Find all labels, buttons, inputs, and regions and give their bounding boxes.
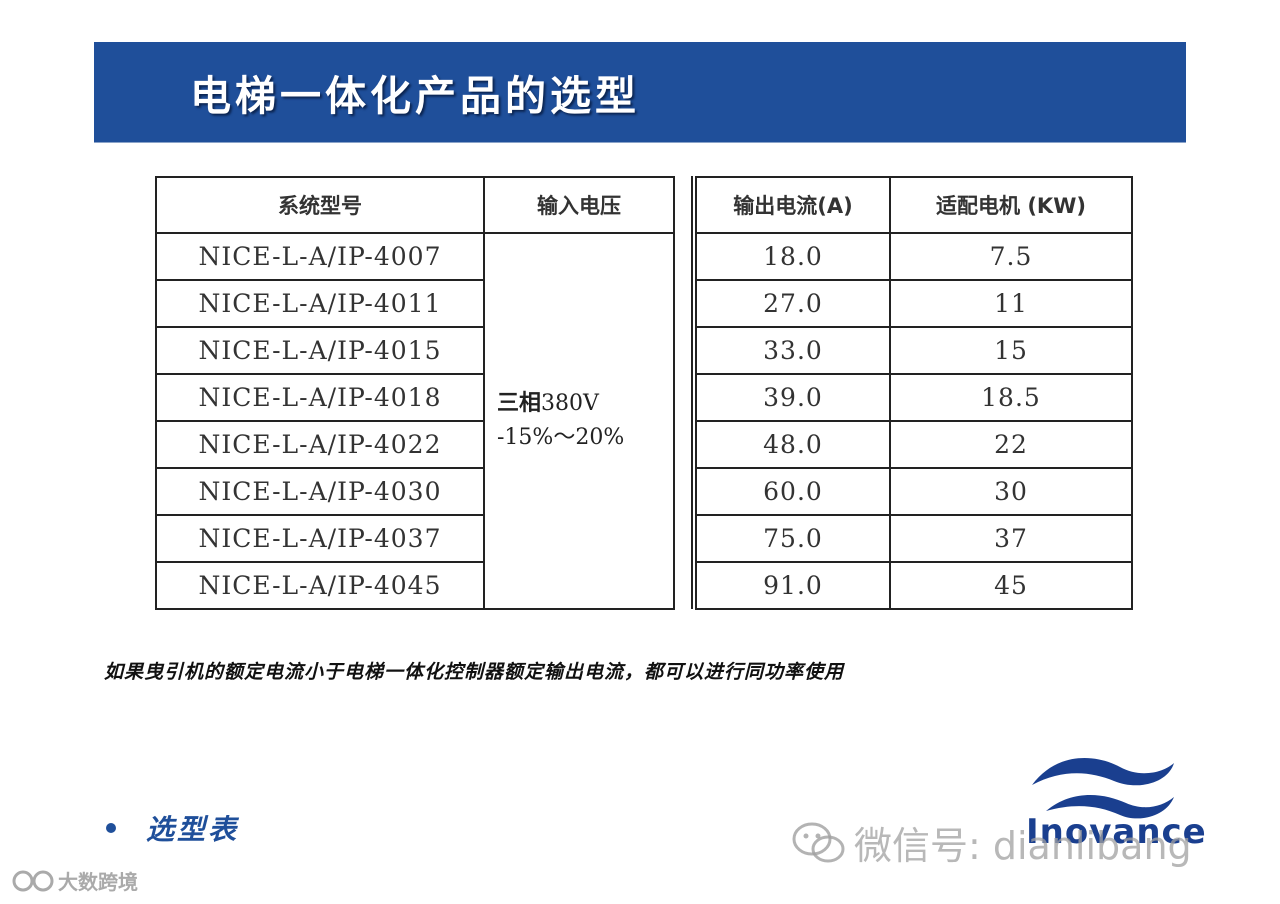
watermark-text: 微信号: dianlibang <box>854 824 1192 868</box>
page-title: 电梯一体化产品的选型 <box>190 72 640 120</box>
model-cell: NICE-L-A/IP-4022 <box>155 420 485 469</box>
model-cell: NICE-L-A/IP-4007 <box>155 232 485 281</box>
voltage-tolerance: -15%～20% <box>497 425 625 450</box>
input-voltage-cell: 三相380V -15%～20% <box>483 232 675 610</box>
wave-logo-icon <box>1032 758 1174 819</box>
bullet-item: 选型表 <box>106 808 239 848</box>
motor-cell: 18.5 <box>889 373 1133 422</box>
model-cell: NICE-L-A/IP-4037 <box>155 514 485 563</box>
model-cell: NICE-L-A/IP-4045 <box>155 561 485 610</box>
motor-cell: 22 <box>889 420 1133 469</box>
motor-cell: 15 <box>889 326 1133 375</box>
model-cell: NICE-L-A/IP-4011 <box>155 279 485 328</box>
corner-watermark: 大数跨境 <box>12 866 138 895</box>
current-cell: 18.0 <box>695 232 891 281</box>
current-cell: 48.0 <box>695 420 891 469</box>
current-cell: 33.0 <box>695 326 891 375</box>
motor-cell: 11 <box>889 279 1133 328</box>
selection-table-right: 输出电流(A) 适配电机 (KW) 18.0 7.5 27.0 11 33.0 15 … <box>695 176 1133 610</box>
bullet-text: 选型表 <box>146 813 240 846</box>
motor-cell: 45 <box>889 561 1133 610</box>
usage-note: 如果曳引机的额定电流小于电梯一体化控制器额定输出电流，都可以进行同功率使用 <box>104 661 845 683</box>
model-cell: NICE-L-A/IP-4015 <box>155 326 485 375</box>
motor-cell: 7.5 <box>889 232 1133 281</box>
selection-table-left: 系统型号 输入电压 NICE-L-A/IP-4007 三相380V -15%～2… <box>155 176 675 610</box>
motor-cell: 30 <box>889 467 1133 516</box>
brand-mark-icon <box>12 870 54 891</box>
current-cell: 27.0 <box>695 279 891 328</box>
corner-text: 大数跨境 <box>58 870 138 894</box>
voltage-line1: 三相380V <box>497 387 673 421</box>
header-output-current: 输出电流(A) <box>695 176 891 234</box>
logo-wordmark: Inovance <box>1026 812 1207 852</box>
current-cell: 60.0 <box>695 467 891 516</box>
voltage-value: 380V <box>541 391 599 416</box>
model-cell: NICE-L-A/IP-4030 <box>155 467 485 516</box>
wechat-icon <box>792 822 845 862</box>
header-motor-power: 适配电机 (KW) <box>889 176 1133 234</box>
motor-cell: 37 <box>889 514 1133 563</box>
current-cell: 39.0 <box>695 373 891 422</box>
voltage-phase: 三相 <box>497 391 542 416</box>
current-cell: 91.0 <box>695 561 891 610</box>
current-cell: 75.0 <box>695 514 891 563</box>
title-banner: 电梯一体化产品的选型 <box>94 42 1186 142</box>
bullet-dot-icon <box>106 823 116 833</box>
header-input-voltage: 输入电压 <box>483 176 675 234</box>
column-divider <box>673 176 693 609</box>
wechat-watermark: 微信号: dianlibang <box>792 815 1192 870</box>
model-cell: NICE-L-A/IP-4018 <box>155 373 485 422</box>
header-model: 系统型号 <box>155 176 485 234</box>
